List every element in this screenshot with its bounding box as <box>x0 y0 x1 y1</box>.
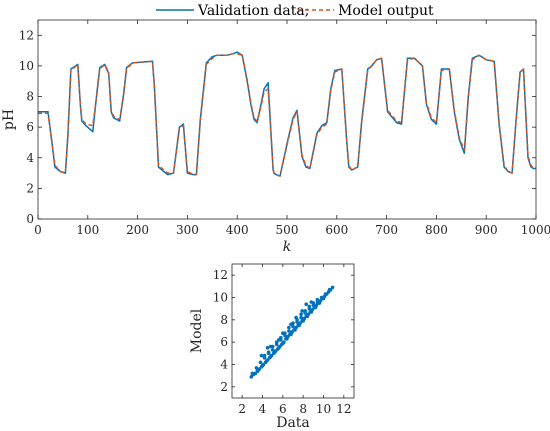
legend-label-model: Model output <box>338 3 434 19</box>
scatter-axes-box <box>231 263 355 399</box>
scatter-x-tick-label: 8 <box>299 402 307 416</box>
scatter-point <box>289 322 293 327</box>
scatter-x-axis-label: Data <box>276 415 310 431</box>
top-x-tick-label: 300 <box>176 223 199 237</box>
scatter-point <box>281 331 285 336</box>
scatter-point <box>303 309 308 313</box>
scatter-x-tick-label: 10 <box>316 402 331 416</box>
scatter-point <box>317 301 322 305</box>
scatter-point <box>307 304 312 309</box>
scatter-point <box>309 310 314 314</box>
top-x-tick-label: 0 <box>34 223 42 237</box>
scatter-point <box>294 315 298 320</box>
scatter-point <box>289 332 293 337</box>
top-plot-area <box>38 20 536 219</box>
top-y-tick-label: 4 <box>26 151 34 165</box>
scatter-point <box>259 353 264 358</box>
top-y-tick-label: 8 <box>26 90 34 104</box>
scatter-point <box>293 328 297 332</box>
scatter-point <box>268 354 273 359</box>
scatter-point <box>305 314 310 319</box>
model-output-line <box>38 52 536 177</box>
top-y-tick-label: 10 <box>19 59 34 73</box>
scatter-y-axis-label: Model <box>189 308 205 353</box>
scatter-point <box>287 329 291 333</box>
scatter-point <box>323 292 328 296</box>
scatter-point <box>277 346 281 350</box>
top-x-tick-label: 200 <box>126 223 149 237</box>
top-x-tick-label: 1000 <box>521 223 550 237</box>
top-x-tick-label: 400 <box>226 223 249 237</box>
top-y-tick-label: 2 <box>26 181 34 195</box>
scatter-y-tick-label: 2 <box>220 380 228 394</box>
top-x-tick-label: 500 <box>276 223 299 237</box>
top-x-tick-label: 100 <box>76 223 99 237</box>
scatter-point <box>277 338 281 342</box>
scatter-point <box>299 315 303 320</box>
top-x-tick-label: 900 <box>475 223 498 237</box>
legend-label-validation: Validation data; <box>197 3 309 19</box>
scatter-point <box>258 360 263 365</box>
scatter-y-tick-label: 6 <box>220 335 228 349</box>
scatter-y-tick-label: 12 <box>213 268 228 282</box>
scatter-point <box>287 325 291 330</box>
scatter-point <box>266 350 271 355</box>
top-series-layer <box>38 51 536 177</box>
scatter-x-tick-label: 6 <box>279 402 287 416</box>
scatter-point <box>262 353 267 358</box>
scatter-point <box>274 340 279 345</box>
scatter-x-tick-label: 12 <box>336 402 351 416</box>
top-tick-layer: 0 100 200 300 400 500 600 700 800 900 1000 0 2 4 6 8 10 1… <box>19 20 550 237</box>
scatter-point <box>281 341 285 346</box>
scatter-point <box>299 312 303 317</box>
scatter-point <box>250 371 255 376</box>
scatter-point <box>321 296 326 301</box>
scatter-point <box>312 303 317 308</box>
scatter-point <box>304 302 309 307</box>
scatter-point <box>268 344 273 349</box>
top-y-axis-label: pH <box>1 109 17 130</box>
top-y-tick-label: 12 <box>19 28 34 42</box>
legend: Validation data; Model output <box>150 0 434 19</box>
top-x-tick-label: 800 <box>425 223 448 237</box>
scatter-point <box>327 287 332 292</box>
scatter-point <box>330 285 335 290</box>
scatter-y-tick-label: 8 <box>220 313 228 327</box>
top-x-tick-label: 600 <box>325 223 348 237</box>
scatter-point <box>297 323 301 328</box>
scatter-x-tick-label: 2 <box>238 402 246 416</box>
top-x-tick-label: 700 <box>375 223 398 237</box>
top-y-tick-label: 6 <box>26 120 34 134</box>
legend-box <box>150 0 433 19</box>
scatter-point <box>285 337 289 341</box>
scatter-y-tick-label: 4 <box>220 358 228 372</box>
scatter-point <box>272 350 277 355</box>
top-y-tick-label: 0 <box>26 212 34 226</box>
scatter-point <box>256 368 261 372</box>
scatter-point <box>315 297 320 302</box>
scatter-points-layer <box>249 285 335 379</box>
top-x-axis-label: k <box>283 239 291 255</box>
scatter-point <box>309 300 314 304</box>
scatter-y-tick-label: 10 <box>213 291 228 305</box>
scatter-point <box>301 319 306 323</box>
scatter-x-tick-label: 4 <box>259 402 267 416</box>
scatter-point <box>264 359 269 363</box>
scatter-point <box>265 346 270 350</box>
scatter-point <box>300 309 304 313</box>
top-timeseries-chart: 0 100 200 300 400 500 600 700 800 900 1000 0 2 4 6 8 10 1… <box>1 19 550 255</box>
scatter-point <box>260 363 265 368</box>
